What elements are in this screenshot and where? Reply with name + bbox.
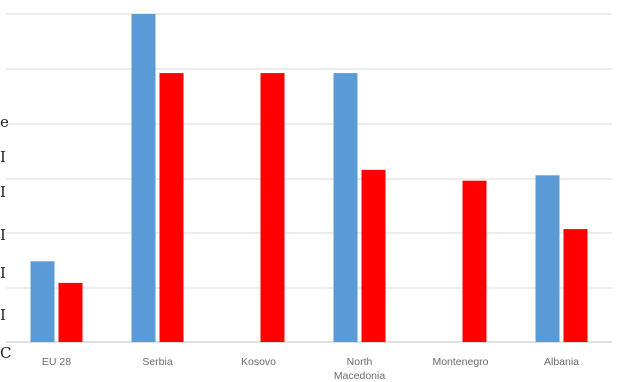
bar-north-macedonia-s2 xyxy=(361,169,386,342)
x-tick-label: Montenegro xyxy=(432,356,488,368)
x-tick-label-line: Montenegro xyxy=(432,356,488,368)
left-edge-fragments: e I I I I I C xyxy=(0,113,11,362)
x-tick-label-line: North xyxy=(347,356,373,368)
x-tick-label-line: Kosovo xyxy=(241,356,276,368)
edge-fragment-tick: I xyxy=(0,183,6,201)
gridlines xyxy=(6,13,612,289)
x-tick-label-line: Albania xyxy=(544,356,579,368)
bars-group xyxy=(30,14,588,342)
category-labels: EU 28 Serbia Kosovo North Macedonia Montenegr… xyxy=(42,356,579,382)
bar-albania-s1 xyxy=(535,175,560,342)
bar-kosovo-s2 xyxy=(260,73,285,342)
edge-fragment-tick: C xyxy=(0,344,11,362)
x-tick-label: EU 28 xyxy=(42,356,71,368)
x-tick-label-line: Serbia xyxy=(142,356,173,368)
bar-serbia-s1 xyxy=(131,14,156,342)
edge-fragment-tick: I xyxy=(0,226,6,244)
x-tick-label: Kosovo xyxy=(241,356,276,368)
edge-fragment-tick: I xyxy=(0,264,6,282)
bar-eu-28-s2 xyxy=(58,282,83,342)
edge-fragment-tick: I xyxy=(0,306,6,324)
x-tick-label-line: EU 28 xyxy=(42,356,71,368)
bar-albania-s2 xyxy=(563,229,588,342)
bar-eu-28-s1 xyxy=(30,261,55,342)
x-tick-label: Albania xyxy=(544,356,579,368)
bar-north-macedonia-s1 xyxy=(333,73,358,342)
bar-serbia-s2 xyxy=(159,73,184,342)
x-tick-label: North Macedonia xyxy=(334,356,386,382)
x-tick-label-line: Macedonia xyxy=(334,370,386,382)
x-tick-label: Serbia xyxy=(142,356,173,368)
bar-montenegro-s2 xyxy=(462,180,487,342)
edge-fragment-e: e xyxy=(0,113,9,131)
edge-fragment-tick: I xyxy=(0,148,6,166)
